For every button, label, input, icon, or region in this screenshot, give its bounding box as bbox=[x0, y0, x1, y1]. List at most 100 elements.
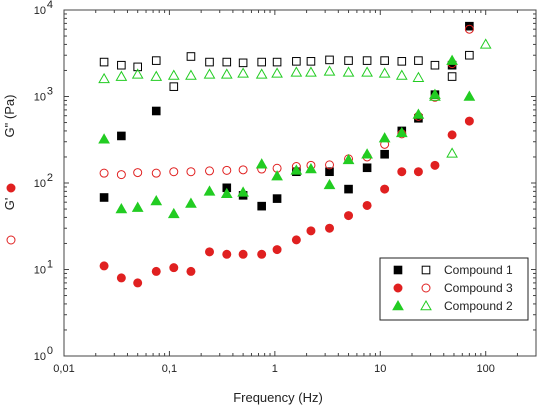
compound-2-open-triangle-point bbox=[237, 67, 249, 78]
compound-1-open-square-point bbox=[362, 56, 372, 65]
compound-3-filled-circle-point bbox=[272, 245, 282, 255]
compound-2-filled-triangle-point bbox=[412, 108, 425, 119]
compound-2-filled-triangle-point bbox=[220, 187, 233, 199]
compound-3-filled-circle-point bbox=[430, 160, 440, 170]
compound-1-filled-square-point bbox=[465, 21, 474, 31]
ylabel-filled-circle-key bbox=[6, 183, 16, 193]
compound-3-filled-circle-point bbox=[222, 249, 232, 259]
compound-2-open-triangle-point bbox=[361, 66, 373, 77]
compound-1-filled-square-point bbox=[117, 131, 126, 141]
compound-2-open-triangle-point bbox=[167, 69, 180, 80]
y-tick-exponent: 0 bbox=[47, 345, 53, 357]
compound-3-filled-circle-point bbox=[205, 247, 215, 257]
compound-1-filled-square-point bbox=[99, 193, 109, 202]
compound-2-open-triangle-point bbox=[479, 38, 492, 49]
compound-1-open-square-point bbox=[99, 57, 109, 67]
compound-2-open-triangle-point bbox=[220, 68, 233, 79]
legend-open-marker bbox=[421, 283, 431, 293]
compound-2-open-triangle-point bbox=[305, 66, 317, 77]
compound-2-open-triangle-point bbox=[255, 68, 268, 79]
compound-2-filled-triangle-point bbox=[255, 158, 268, 169]
y-tick-label: 10 bbox=[34, 351, 46, 363]
y-tick-label: 10 bbox=[34, 92, 46, 104]
compound-2-filled-triangle-point bbox=[203, 185, 216, 196]
compound-2-filled-triangle-point bbox=[98, 133, 110, 144]
compound-2-open-triangle-point bbox=[150, 70, 163, 81]
compound-3-filled-circle-point bbox=[413, 167, 423, 177]
compound-2-filled-triangle-point bbox=[361, 148, 373, 159]
compound-2-filled-triangle-point bbox=[378, 132, 391, 143]
compound-2-open-triangle-point bbox=[290, 66, 303, 77]
compound-2-open-triangle-point bbox=[378, 67, 391, 78]
compound-1-filled-square-point bbox=[380, 149, 389, 159]
compound-2-filled-triangle-point bbox=[446, 54, 458, 65]
y-tick-exponent: 4 bbox=[47, 0, 53, 11]
legend-box bbox=[379, 257, 529, 321]
compound-1-open-square-point bbox=[465, 50, 474, 60]
ylabel-open-circle-key bbox=[6, 235, 16, 245]
compound-1-open-square-point bbox=[257, 57, 266, 67]
compound-3-filled-circle-point bbox=[380, 184, 390, 194]
compound-3-filled-circle-point bbox=[447, 130, 457, 140]
compound-1-open-square-point bbox=[344, 56, 353, 65]
compound-3-filled-circle-point bbox=[151, 266, 161, 276]
compound-3-open-circle-point bbox=[205, 166, 215, 176]
compound-3-open-circle-point bbox=[151, 168, 161, 178]
compound-2-open-triangle-point bbox=[429, 90, 441, 101]
y-tick-exponent: 3 bbox=[47, 86, 53, 98]
compound-2-filled-triangle-point bbox=[290, 164, 303, 175]
legend-label: Compound 3 bbox=[444, 281, 513, 295]
compound-2-filled-triangle-point bbox=[271, 170, 283, 181]
compound-1-open-square-point bbox=[272, 57, 282, 67]
compound-3-open-circle-point bbox=[169, 167, 179, 177]
compound-1-open-square-point bbox=[205, 57, 214, 67]
x-axis-title: Frequency (Hz) bbox=[233, 390, 323, 405]
compound-1-open-square-point bbox=[133, 62, 142, 72]
y-axis-title-gp: G' bbox=[2, 198, 17, 211]
compound-1-filled-square-point bbox=[362, 163, 372, 173]
compound-3-filled-circle-point bbox=[186, 266, 196, 276]
compound-2-filled-triangle-point bbox=[395, 126, 408, 138]
compound-3-open-circle-point bbox=[222, 165, 232, 175]
compound-3-filled-circle-point bbox=[325, 223, 335, 233]
compound-1-open-square-point bbox=[222, 57, 232, 67]
compound-2-open-triangle-point bbox=[131, 68, 144, 79]
compound-3-filled-circle-point bbox=[291, 235, 301, 245]
compound-3-filled-circle-point bbox=[169, 263, 179, 273]
x-tick-label: 0,1 bbox=[162, 363, 177, 375]
compound-2-open-triangle-point bbox=[271, 67, 283, 78]
compound-1-filled-square-point bbox=[257, 201, 266, 211]
compound-1-filled-square-point bbox=[272, 194, 282, 203]
compound-2-open-triangle-point bbox=[446, 147, 458, 158]
legend-filled-marker bbox=[393, 265, 403, 275]
compound-1-open-square-point bbox=[380, 56, 389, 65]
compound-2-filled-triangle-point bbox=[323, 178, 336, 190]
compound-3-open-circle-point bbox=[133, 168, 143, 178]
x-tick-label: 0,01 bbox=[53, 363, 74, 375]
y-tick-label: 10 bbox=[34, 265, 46, 277]
compound-1-open-square-point bbox=[306, 57, 316, 66]
compound-1-open-square-point bbox=[117, 60, 126, 70]
y-tick-exponent: 1 bbox=[47, 259, 53, 271]
compound-1-open-square-point bbox=[292, 57, 301, 66]
compound-2-open-triangle-point bbox=[203, 68, 216, 79]
compound-3-open-circle-point bbox=[238, 165, 248, 175]
compound-3-filled-circle-point bbox=[257, 249, 267, 259]
compound-2-filled-triangle-point bbox=[185, 197, 197, 208]
compound-1-open-square-point bbox=[238, 58, 248, 68]
compound-2-filled-triangle-point bbox=[150, 194, 163, 206]
compound-2-open-triangle-point bbox=[115, 70, 128, 81]
compound-3-filled-circle-point bbox=[464, 116, 474, 126]
compound-2-open-triangle-point bbox=[185, 69, 197, 80]
legend-label: Compound 2 bbox=[444, 299, 513, 313]
compound-1-open-square-point bbox=[430, 60, 440, 70]
compound-2-filled-triangle-point bbox=[305, 163, 317, 174]
compound-3-filled-circle-point bbox=[362, 200, 372, 210]
compound-3-open-circle-point bbox=[186, 167, 196, 177]
y-tick-label: 10 bbox=[34, 5, 46, 17]
compound-3-open-circle-point bbox=[116, 170, 126, 180]
x-tick-label: 100 bbox=[477, 363, 495, 375]
compound-3-filled-circle-point bbox=[99, 261, 109, 271]
y-tick-label: 10 bbox=[34, 178, 46, 190]
